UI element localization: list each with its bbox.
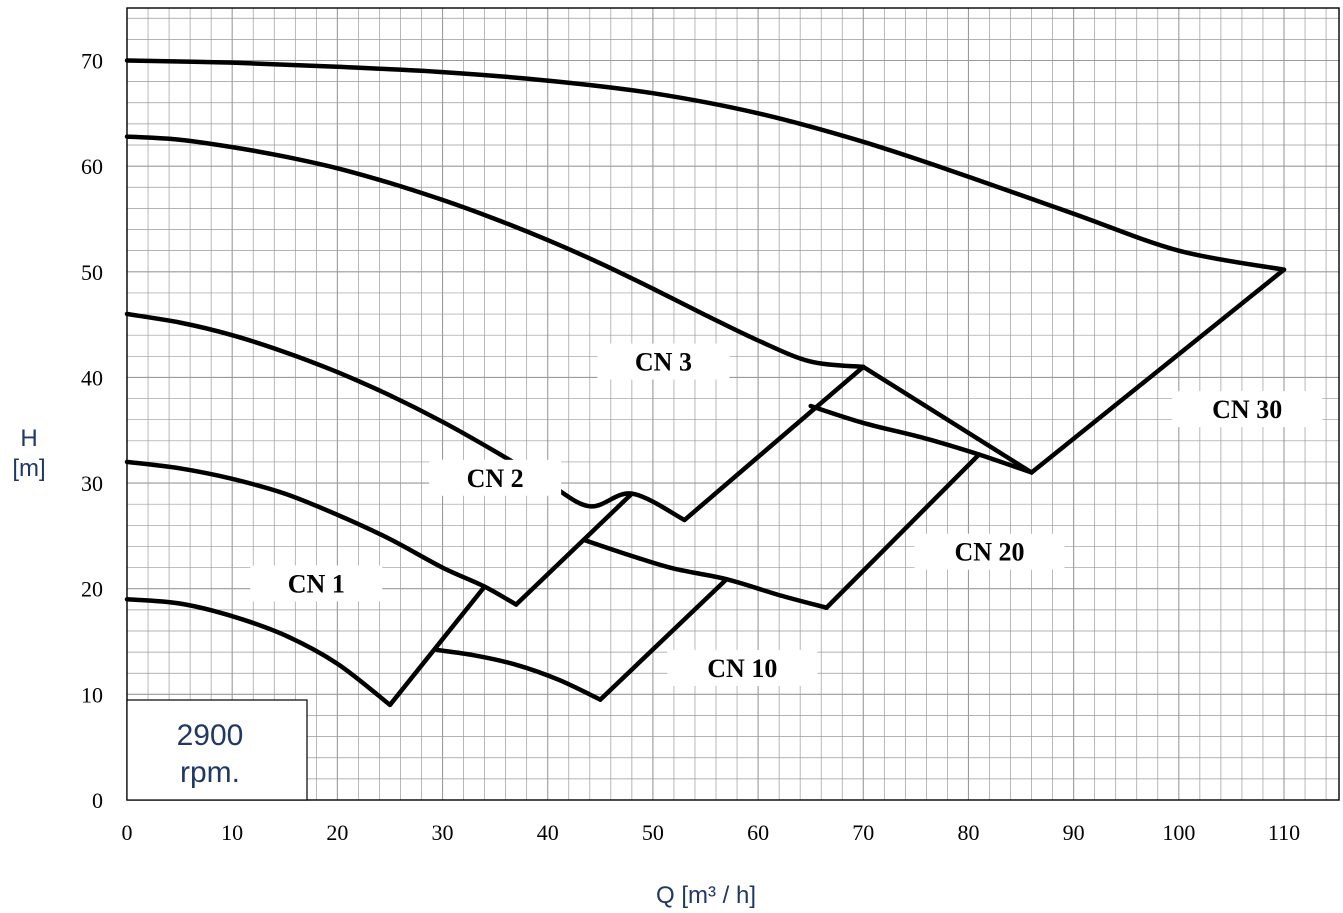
boundary-cn2 <box>387 584 487 708</box>
boundary-cn20 <box>824 452 982 610</box>
x-tick-label: 30 <box>432 820 454 845</box>
speed-value: 2900 <box>177 719 244 752</box>
y-axis-title-h: H <box>20 425 37 452</box>
label-cn20: CN 20 <box>954 538 1024 567</box>
curve-cn30 <box>124 58 1287 272</box>
pump-curves <box>124 58 1287 708</box>
x-tick-label: 100 <box>1162 820 1195 845</box>
x-tick-label: 80 <box>957 820 979 845</box>
plot-frame <box>126 7 1340 801</box>
boundary-cn10 <box>598 576 729 702</box>
x-tick-label: 40 <box>537 820 559 845</box>
x-tick-label: 10 <box>221 820 243 845</box>
curve-cn3 <box>124 134 866 370</box>
y-tick-label: 50 <box>81 260 103 285</box>
y-tick-label: 60 <box>81 154 103 179</box>
y-tick-label: 10 <box>81 682 103 707</box>
curve-cn3 <box>124 311 687 523</box>
x-tick-label: 90 <box>1063 820 1085 845</box>
label-cn10: CN 10 <box>707 654 777 683</box>
label-bg-cn20 <box>914 533 1065 570</box>
curve-cn30 <box>808 403 1034 475</box>
x-tick-label: 0 <box>122 820 133 845</box>
y-tick-label: 70 <box>81 49 103 74</box>
label-cn1: CN 1 <box>288 569 345 598</box>
x-tick-label: 110 <box>1268 820 1300 845</box>
x-tick-label: 60 <box>747 820 769 845</box>
boundary-cn3 <box>513 491 635 607</box>
curve-cn1 <box>124 597 393 708</box>
y-tick-label: 30 <box>81 471 103 496</box>
x-tick-label: 50 <box>642 820 664 845</box>
speed-unit: rpm. <box>180 756 240 789</box>
y-tick-labels: 0 10 20 30 40 50 60 70 <box>81 49 103 814</box>
y-tick-label: 40 <box>81 365 103 390</box>
x-axis-title: Q [m³ / h] <box>656 882 756 909</box>
boundary-cn3 <box>682 364 866 523</box>
label-bg-cn2 <box>429 459 562 496</box>
label-cn3: CN 3 <box>635 348 692 377</box>
speed-note-box: 2900 rpm. <box>126 699 308 801</box>
label-cn30: CN 30 <box>1212 395 1282 424</box>
x-tick-labels: 0 10 20 30 40 50 60 70 80 90 100 110 <box>122 820 1301 845</box>
grid <box>126 7 1340 801</box>
curve-cn10 <box>435 647 603 702</box>
label-bg-cn10 <box>667 649 818 686</box>
y-tick-label: 0 <box>92 788 103 813</box>
curve-cn20 <box>582 537 829 610</box>
x-tick-label: 20 <box>326 820 348 845</box>
label-bg-cn30 <box>1172 391 1323 428</box>
label-bg-cn1 <box>250 565 383 602</box>
y-tick-label: 20 <box>81 577 103 602</box>
label-bg-cn3 <box>597 343 730 380</box>
y-axis-title-unit: [m] <box>12 455 45 482</box>
boundary-cn30 <box>861 364 1034 475</box>
x-tick-label: 70 <box>852 820 874 845</box>
label-cn2: CN 2 <box>467 464 524 493</box>
curve-cn2 <box>124 459 519 607</box>
curve-labels: CN 1 CN 2 CN 3 CN 10 CN 20 CN 30 <box>250 343 1323 686</box>
boundary-cn30 <box>1029 267 1287 475</box>
